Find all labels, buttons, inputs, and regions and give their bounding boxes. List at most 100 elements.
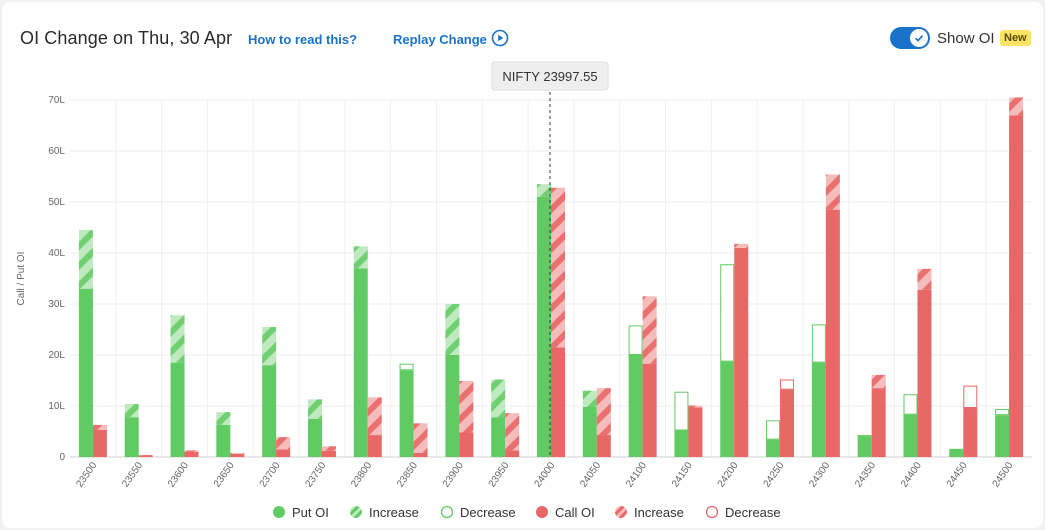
put-decrease-segment [399,363,414,371]
call-increase-segment [459,381,474,433]
call-oi-bar [551,347,565,457]
legend-label: Decrease [460,504,516,520]
put-increase-segment [124,403,139,418]
call-increase-segment [276,437,291,450]
legend-item-put-hollow[interactable]: Decrease [440,502,516,522]
put-oi-bar [903,414,918,457]
put-oi-bar [307,418,322,457]
put-increase-segment [216,412,231,425]
put-increase-segment [262,326,277,366]
call-oi-bar [596,435,611,457]
x-tick-label: 23700 [258,460,283,489]
call-oi-bar [642,363,657,457]
call-increase-segment [230,452,245,454]
striped-swatch-icon [350,506,362,518]
show-oi-toggle[interactable] [890,27,930,49]
play-circle-icon[interactable] [491,29,509,47]
put-oi-bar [628,355,643,457]
call-oi-bar [413,452,428,457]
put-oi-bar [78,288,93,457]
put-decrease-segment [720,264,735,362]
x-tick-label: 24350 [853,460,878,489]
x-tick-label: 24250 [762,460,787,489]
hollow-swatch-icon [440,505,454,519]
put-decrease-segment [811,324,826,363]
call-oi-bar [505,450,520,457]
x-tick-label: 23500 [74,460,99,489]
put-decrease-segment [628,325,643,356]
x-tick-label: 24000 [532,460,557,489]
put-oi-bar [857,436,872,457]
put-increase-segment [537,184,551,197]
put-oi-bar [766,439,781,457]
call-oi-bar [321,450,336,457]
put-increase-segment [307,399,322,419]
put-decrease-segment [903,394,918,415]
x-tick-label: 24300 [807,460,832,489]
call-oi-bar [1009,115,1024,458]
put-increase-segment [78,230,93,289]
call-increase-segment [871,374,886,389]
toggle-knob [910,29,928,47]
how-to-read-link[interactable]: How to read this? [248,32,358,47]
call-increase-segment [505,413,520,451]
spot-price-tooltip [491,61,609,91]
replay-change-link[interactable]: Replay Change [393,32,487,47]
put-increase-segment [582,390,597,408]
x-tick-label: 24050 [578,460,603,489]
call-increase-segment [367,397,382,436]
legend-label: Put OI [292,504,329,520]
x-tick-label: 23900 [441,460,466,489]
call-oi-bar [92,429,107,457]
put-decrease-segment [674,391,689,431]
legend-item-call-hollow[interactable]: Decrease [705,502,781,522]
card-header: OI Change on Thu, 30 Apr How to read thi… [2,2,1043,72]
put-decrease-segment [857,435,872,437]
call-oi-bar [459,432,474,457]
legend-label: Increase [369,504,419,520]
put-oi-bar [811,362,826,457]
legend-item-put-solid[interactable]: Put OI [272,502,329,522]
call-oi-bar [138,455,153,457]
legend-item-call-solid[interactable]: Call OI [535,502,595,522]
call-increase-segment [551,187,565,348]
solid-swatch-icon [273,506,285,518]
legend-item-call-striped[interactable]: Increase [614,502,684,522]
y-axis-title: Call / Put OI [16,252,27,306]
put-increase-segment [353,246,368,269]
x-tick-label: 23550 [120,460,145,489]
call-increase-segment [825,174,840,210]
call-increase-segment [413,423,428,453]
call-increase-segment [138,454,153,456]
call-decrease-segment [780,379,795,390]
spot-price-label: NIFTY 23997.55 [502,69,597,84]
x-tick-label: 23750 [303,460,328,489]
solid-swatch-icon [536,506,548,518]
x-tick-label: 23800 [349,460,374,489]
x-tick-label: 24100 [624,460,649,489]
call-oi-bar [184,451,199,457]
call-increase-segment [1009,97,1024,116]
put-oi-bar [262,365,277,457]
call-oi-bar [688,407,703,457]
y-tick-label: 40L [48,248,65,259]
put-increase-segment [170,315,185,363]
call-oi-bar [871,388,886,457]
x-tick-label: 24450 [945,460,970,489]
marker-layer: NIFTY 23997.55 [491,61,609,457]
put-oi-bar [537,196,551,457]
put-oi-bar [399,370,414,457]
call-increase-segment [184,450,199,452]
put-oi-bar [491,417,506,457]
call-oi-bar [367,435,382,457]
legend-item-put-striped[interactable]: Increase [349,502,419,522]
call-increase-segment [92,424,107,430]
legend-label: Decrease [725,504,781,520]
y-tick-label: 0 [59,452,65,463]
x-tick-label: 24200 [716,460,741,489]
x-tick-label: 23850 [395,460,420,489]
y-tick-label: 60L [48,146,65,157]
put-oi-bar [949,448,964,457]
put-increase-segment [491,379,506,418]
